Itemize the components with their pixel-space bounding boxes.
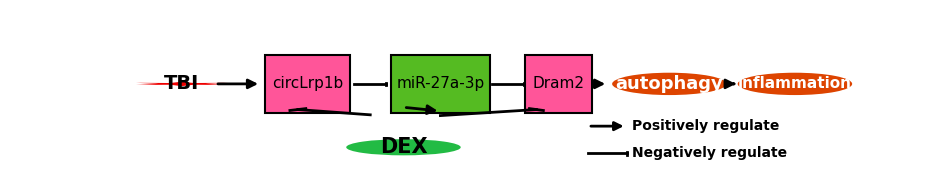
Text: circLrp1b: circLrp1b xyxy=(271,76,343,91)
Ellipse shape xyxy=(737,73,851,95)
Text: Dram2: Dram2 xyxy=(532,76,584,91)
FancyBboxPatch shape xyxy=(265,55,349,113)
Polygon shape xyxy=(136,82,228,86)
Text: Negatively regulate: Negatively regulate xyxy=(632,146,786,160)
Text: autophagy: autophagy xyxy=(615,75,723,93)
Ellipse shape xyxy=(346,139,460,155)
FancyBboxPatch shape xyxy=(390,55,489,113)
Text: miR-27a-3p: miR-27a-3p xyxy=(396,76,484,91)
FancyBboxPatch shape xyxy=(525,55,591,113)
Text: inflammation: inflammation xyxy=(737,76,851,91)
Text: DEX: DEX xyxy=(379,137,426,157)
Text: Positively regulate: Positively regulate xyxy=(632,119,779,133)
Ellipse shape xyxy=(611,73,725,95)
Text: TBI: TBI xyxy=(164,74,199,93)
